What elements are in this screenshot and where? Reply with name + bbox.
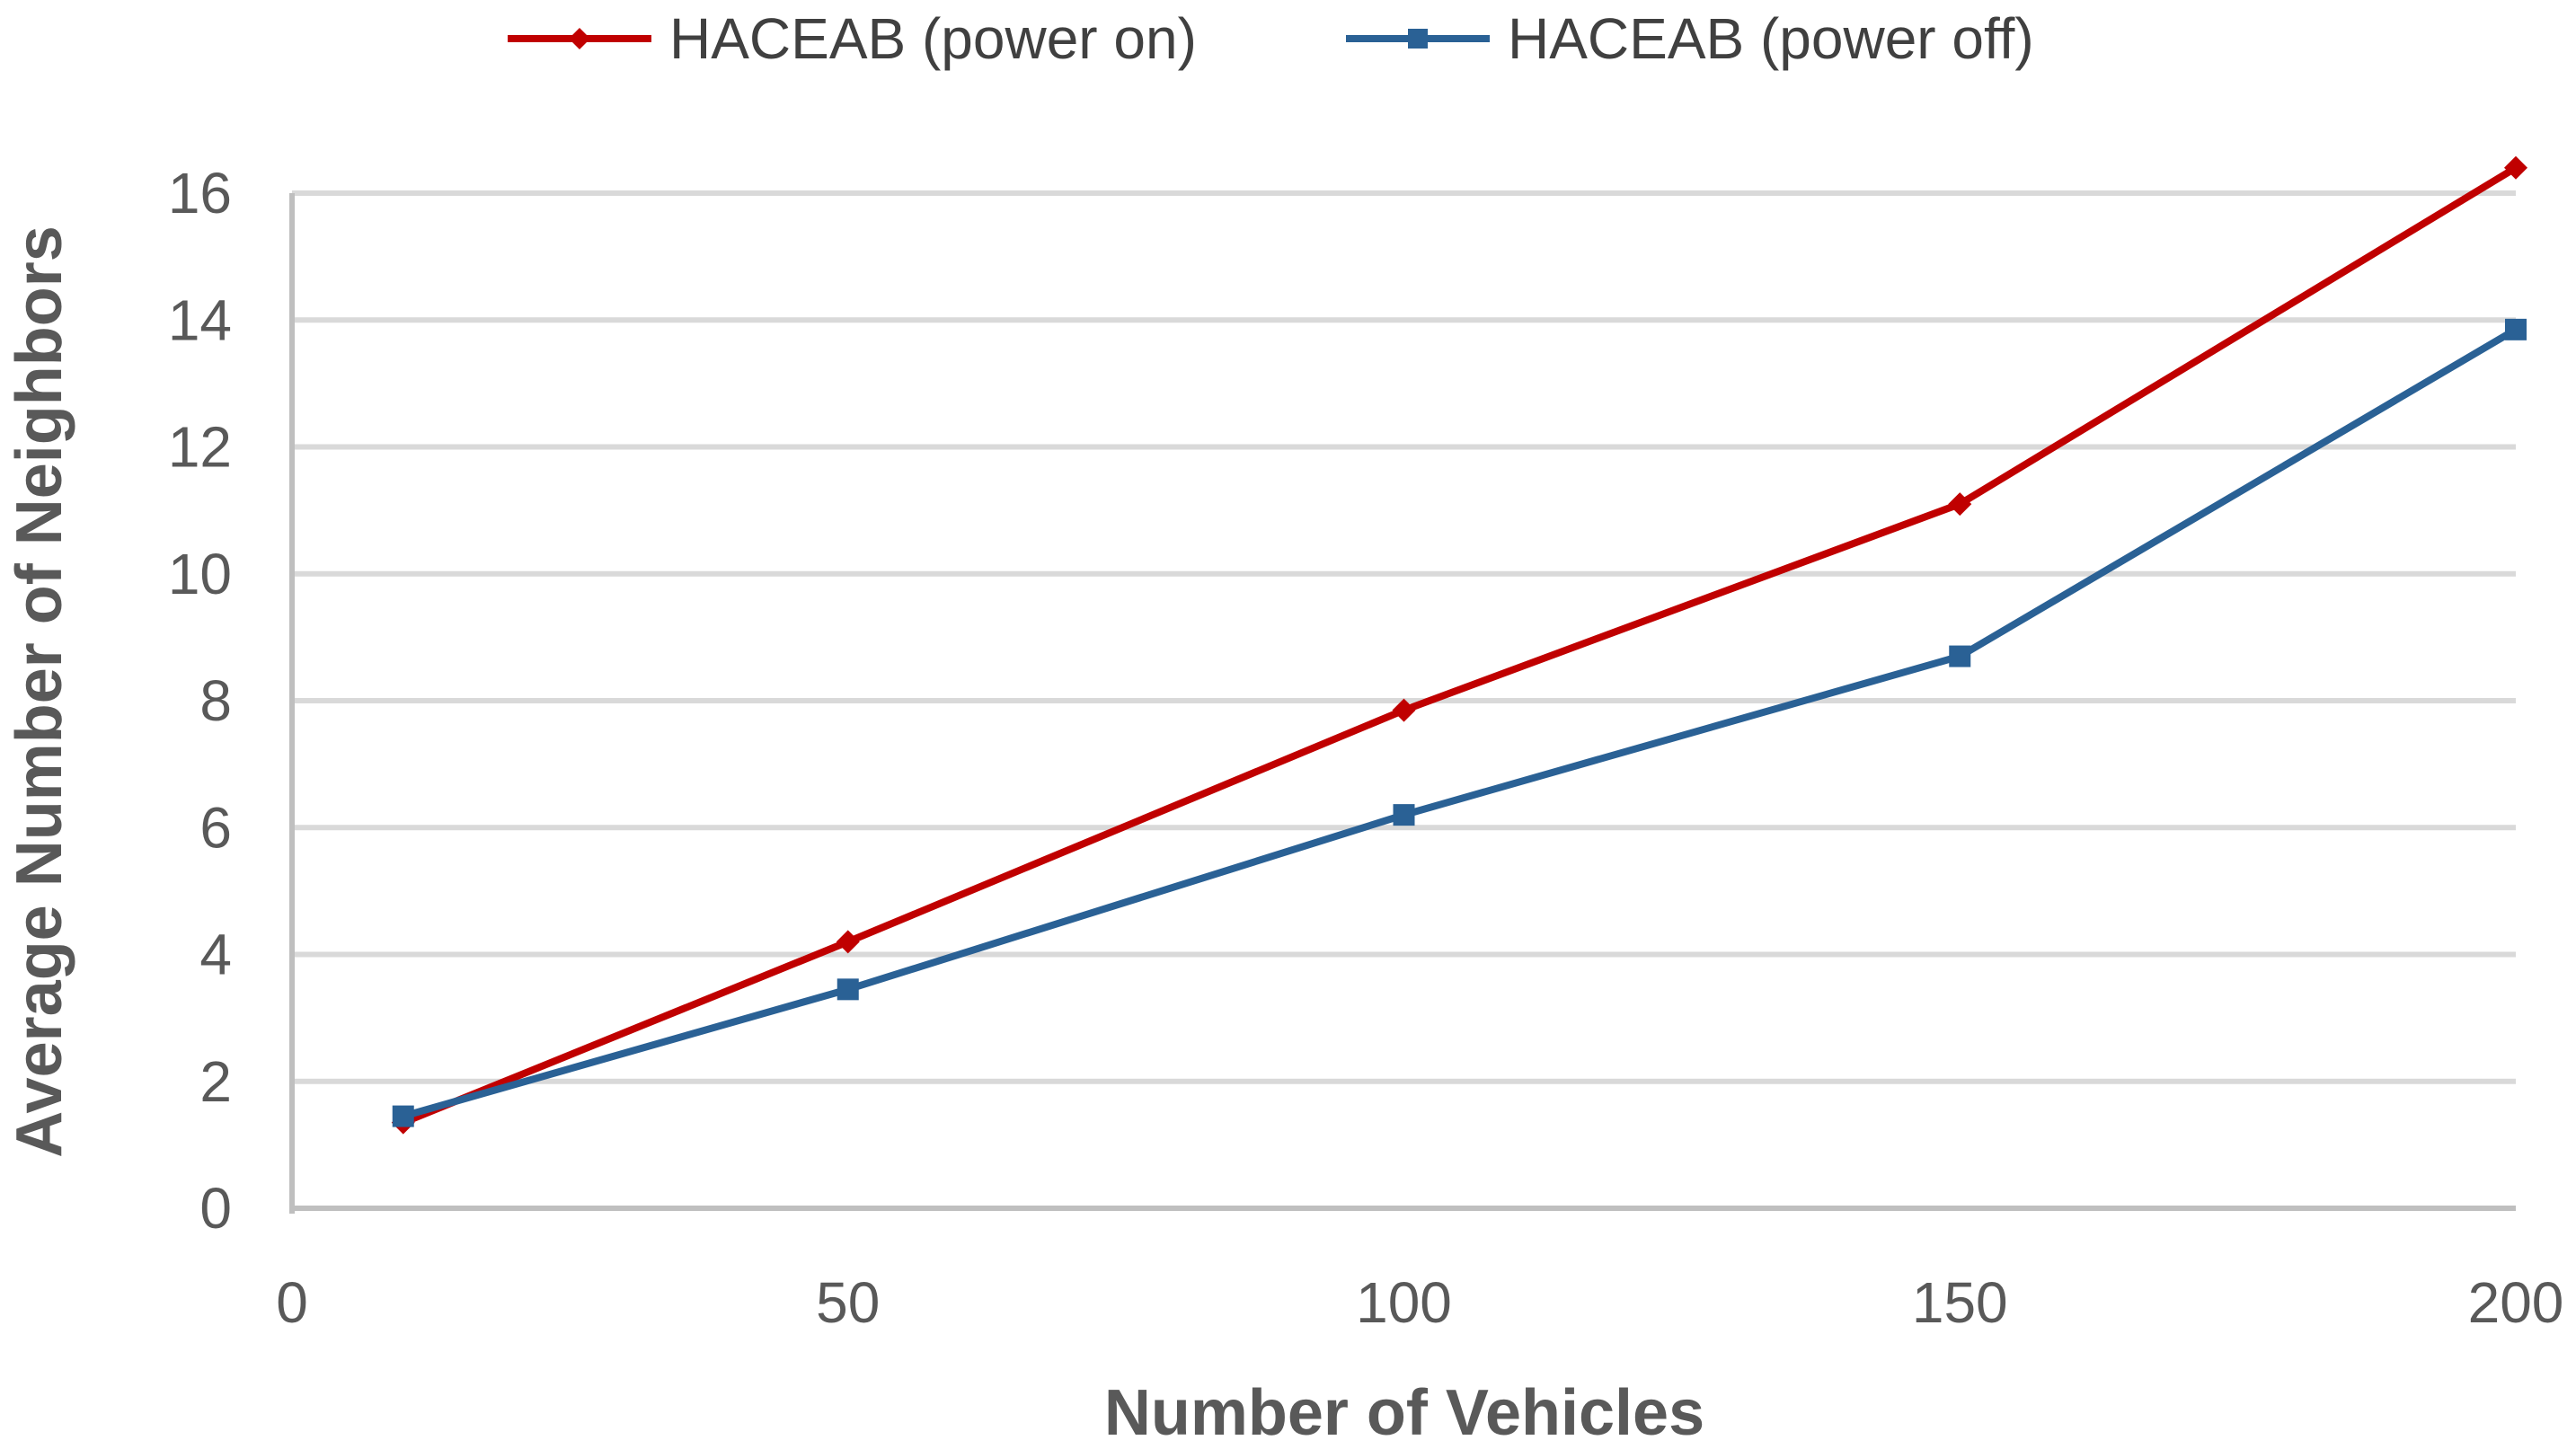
legend-marker-2: [1408, 29, 1428, 49]
x-tick-label-100: 100: [1356, 1270, 1452, 1335]
data-point-s2-150: [1949, 645, 1971, 667]
data-point-s1-200: [2504, 155, 2527, 180]
legend-marker-1: [569, 28, 590, 49]
y-tick-label-4: 4: [199, 923, 232, 987]
legend-item-1: HACEAB (power on): [508, 6, 1197, 71]
data-point-s1-50: [836, 930, 860, 954]
y-tick-label-16: 16: [168, 161, 232, 225]
series-1: [391, 155, 2527, 1135]
x-tick-label-50: 50: [816, 1270, 880, 1335]
y-tick-label-10: 10: [168, 542, 232, 606]
legend-label-2: HACEAB (power off): [1508, 6, 2034, 71]
y-tick-labels: 0 2 4 6 8 10 12 14 16: [168, 161, 232, 1241]
data-point-s2-10: [392, 1105, 414, 1127]
data-point-s1-150: [1948, 492, 1972, 517]
series-2: [392, 318, 2527, 1127]
y-tick-label-14: 14: [168, 287, 232, 352]
x-axis-title: Number of Vehicles: [1104, 1377, 1704, 1449]
y-tick-label-8: 8: [199, 668, 232, 733]
y-tick-label-6: 6: [199, 795, 232, 860]
data-point-s1-100: [1392, 698, 1416, 722]
legend-item-2: HACEAB (power off): [1346, 6, 2034, 71]
x-tick-labels: 0 50 100 150 200: [276, 1270, 2563, 1335]
x-tick-label-150: 150: [1912, 1270, 2008, 1335]
legend-label-1: HACEAB (power on): [669, 6, 1197, 71]
axes: [289, 193, 2516, 1214]
data-point-s2-200: [2505, 318, 2527, 340]
gridlines: [292, 190, 2516, 1084]
x-tick-label-200: 200: [2468, 1270, 2564, 1335]
series-line-1: [399, 163, 2519, 1127]
series-layer: [391, 155, 2527, 1135]
y-tick-label-2: 2: [199, 1049, 232, 1114]
y-tick-label-12: 12: [168, 415, 232, 480]
x-tick-label-0: 0: [276, 1270, 308, 1335]
y-axis-title: Average Number of Neighbors: [4, 225, 75, 1158]
data-point-s2-100: [1393, 804, 1415, 826]
legend: HACEAB (power on) HACEAB (power off): [508, 6, 2034, 71]
data-point-s2-50: [837, 978, 859, 1001]
y-tick-label-0: 0: [199, 1176, 232, 1241]
